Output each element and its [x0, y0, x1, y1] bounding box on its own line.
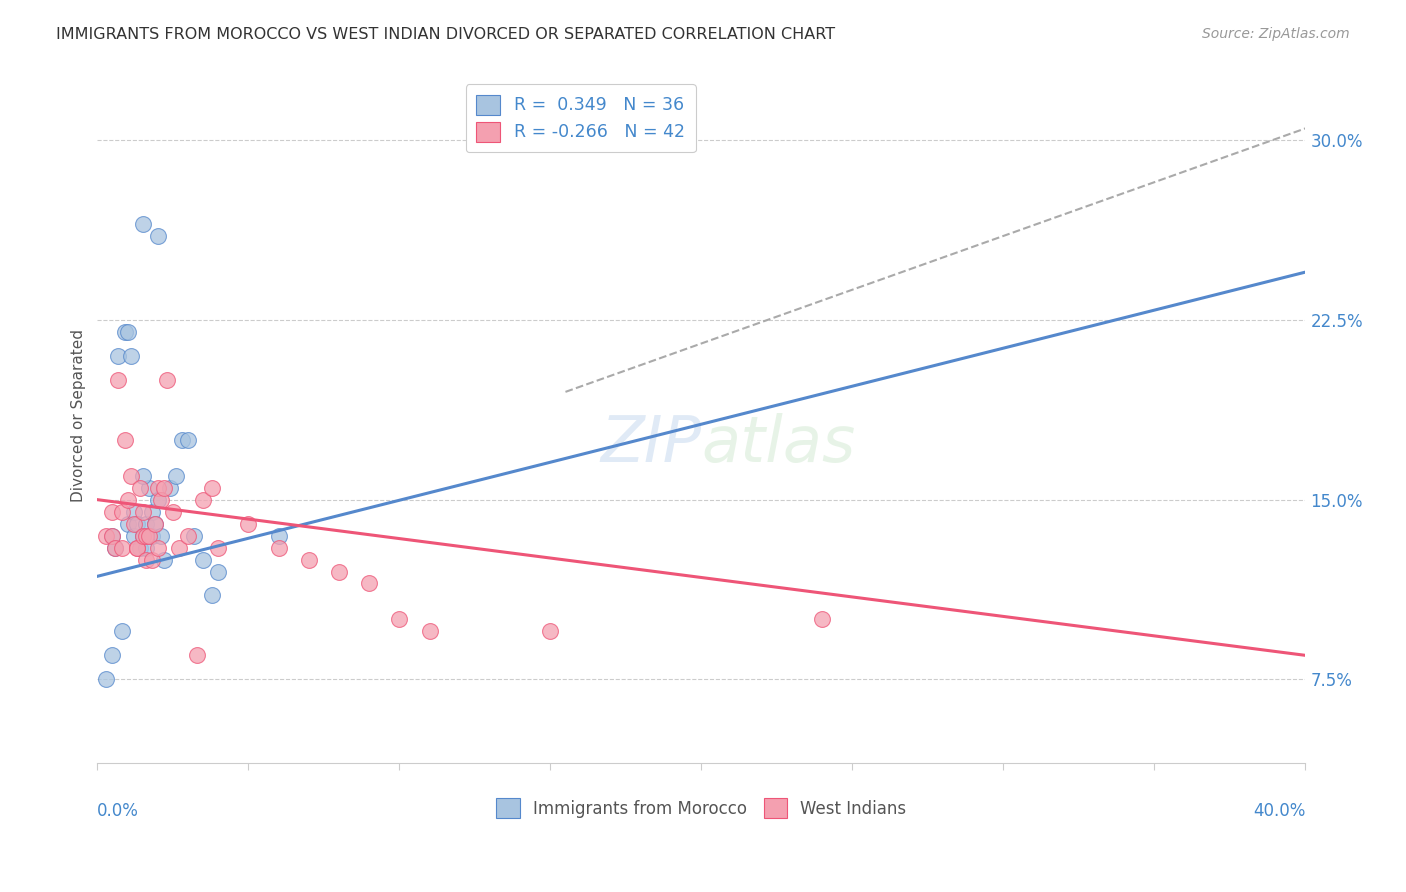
Point	[125, 516, 148, 531]
Legend: Immigrants from Morocco, West Indians: Immigrants from Morocco, West Indians	[489, 792, 912, 824]
Point	[141, 528, 163, 542]
Point	[101, 528, 124, 542]
Point	[170, 433, 193, 447]
Point	[131, 528, 153, 542]
Point	[122, 528, 145, 542]
Point	[267, 528, 290, 542]
Point	[96, 528, 118, 542]
Point	[267, 541, 290, 555]
Point	[131, 528, 153, 542]
Point	[238, 516, 260, 531]
Point	[201, 481, 224, 495]
Point	[201, 589, 224, 603]
Point	[141, 505, 163, 519]
Point	[131, 505, 153, 519]
Text: 40.0%: 40.0%	[1253, 802, 1305, 820]
Point	[159, 481, 181, 495]
Point	[177, 528, 200, 542]
Point	[131, 217, 153, 231]
Text: IMMIGRANTS FROM MOROCCO VS WEST INDIAN DIVORCED OR SEPARATED CORRELATION CHART: IMMIGRANTS FROM MOROCCO VS WEST INDIAN D…	[56, 27, 835, 42]
Point	[128, 481, 150, 495]
Point	[138, 481, 160, 495]
Y-axis label: Divorced or Separated: Divorced or Separated	[72, 329, 86, 502]
Point	[165, 468, 187, 483]
Point	[141, 552, 163, 566]
Point	[107, 349, 129, 363]
Point	[122, 505, 145, 519]
Point	[388, 612, 411, 626]
Point	[110, 505, 132, 519]
Point	[135, 552, 157, 566]
Point	[191, 552, 214, 566]
Point	[162, 505, 184, 519]
Point	[177, 433, 200, 447]
Point	[110, 541, 132, 555]
Point	[128, 541, 150, 555]
Point	[538, 624, 561, 639]
Point	[146, 541, 169, 555]
Text: 0.0%: 0.0%	[97, 802, 139, 820]
Point	[191, 492, 214, 507]
Point	[419, 624, 441, 639]
Point	[101, 505, 124, 519]
Point	[107, 373, 129, 387]
Point	[138, 528, 160, 542]
Point	[146, 492, 169, 507]
Text: atlas: atlas	[702, 413, 856, 475]
Point	[117, 325, 139, 339]
Point	[114, 325, 136, 339]
Point	[207, 565, 229, 579]
Point	[143, 516, 166, 531]
Point	[135, 541, 157, 555]
Point	[125, 541, 148, 555]
Point	[117, 492, 139, 507]
Point	[167, 541, 190, 555]
Point	[104, 541, 127, 555]
Point	[186, 648, 208, 663]
Point	[104, 541, 127, 555]
Point	[811, 612, 834, 626]
Point	[328, 565, 350, 579]
Point	[298, 552, 321, 566]
Point	[146, 481, 169, 495]
Point	[152, 481, 174, 495]
Point	[149, 528, 172, 542]
Point	[117, 516, 139, 531]
Point	[114, 433, 136, 447]
Point	[125, 541, 148, 555]
Point	[207, 541, 229, 555]
Point	[120, 349, 142, 363]
Point	[131, 468, 153, 483]
Point	[101, 648, 124, 663]
Point	[183, 528, 205, 542]
Point	[96, 673, 118, 687]
Point	[146, 229, 169, 244]
Text: ZIP: ZIP	[600, 413, 702, 475]
Text: Source: ZipAtlas.com: Source: ZipAtlas.com	[1202, 27, 1350, 41]
Point	[135, 528, 157, 542]
Point	[110, 624, 132, 639]
Point	[152, 552, 174, 566]
Point	[122, 516, 145, 531]
Point	[135, 516, 157, 531]
Point	[143, 516, 166, 531]
Point	[101, 528, 124, 542]
Point	[149, 492, 172, 507]
Point	[359, 576, 381, 591]
Point	[120, 468, 142, 483]
Point	[156, 373, 179, 387]
